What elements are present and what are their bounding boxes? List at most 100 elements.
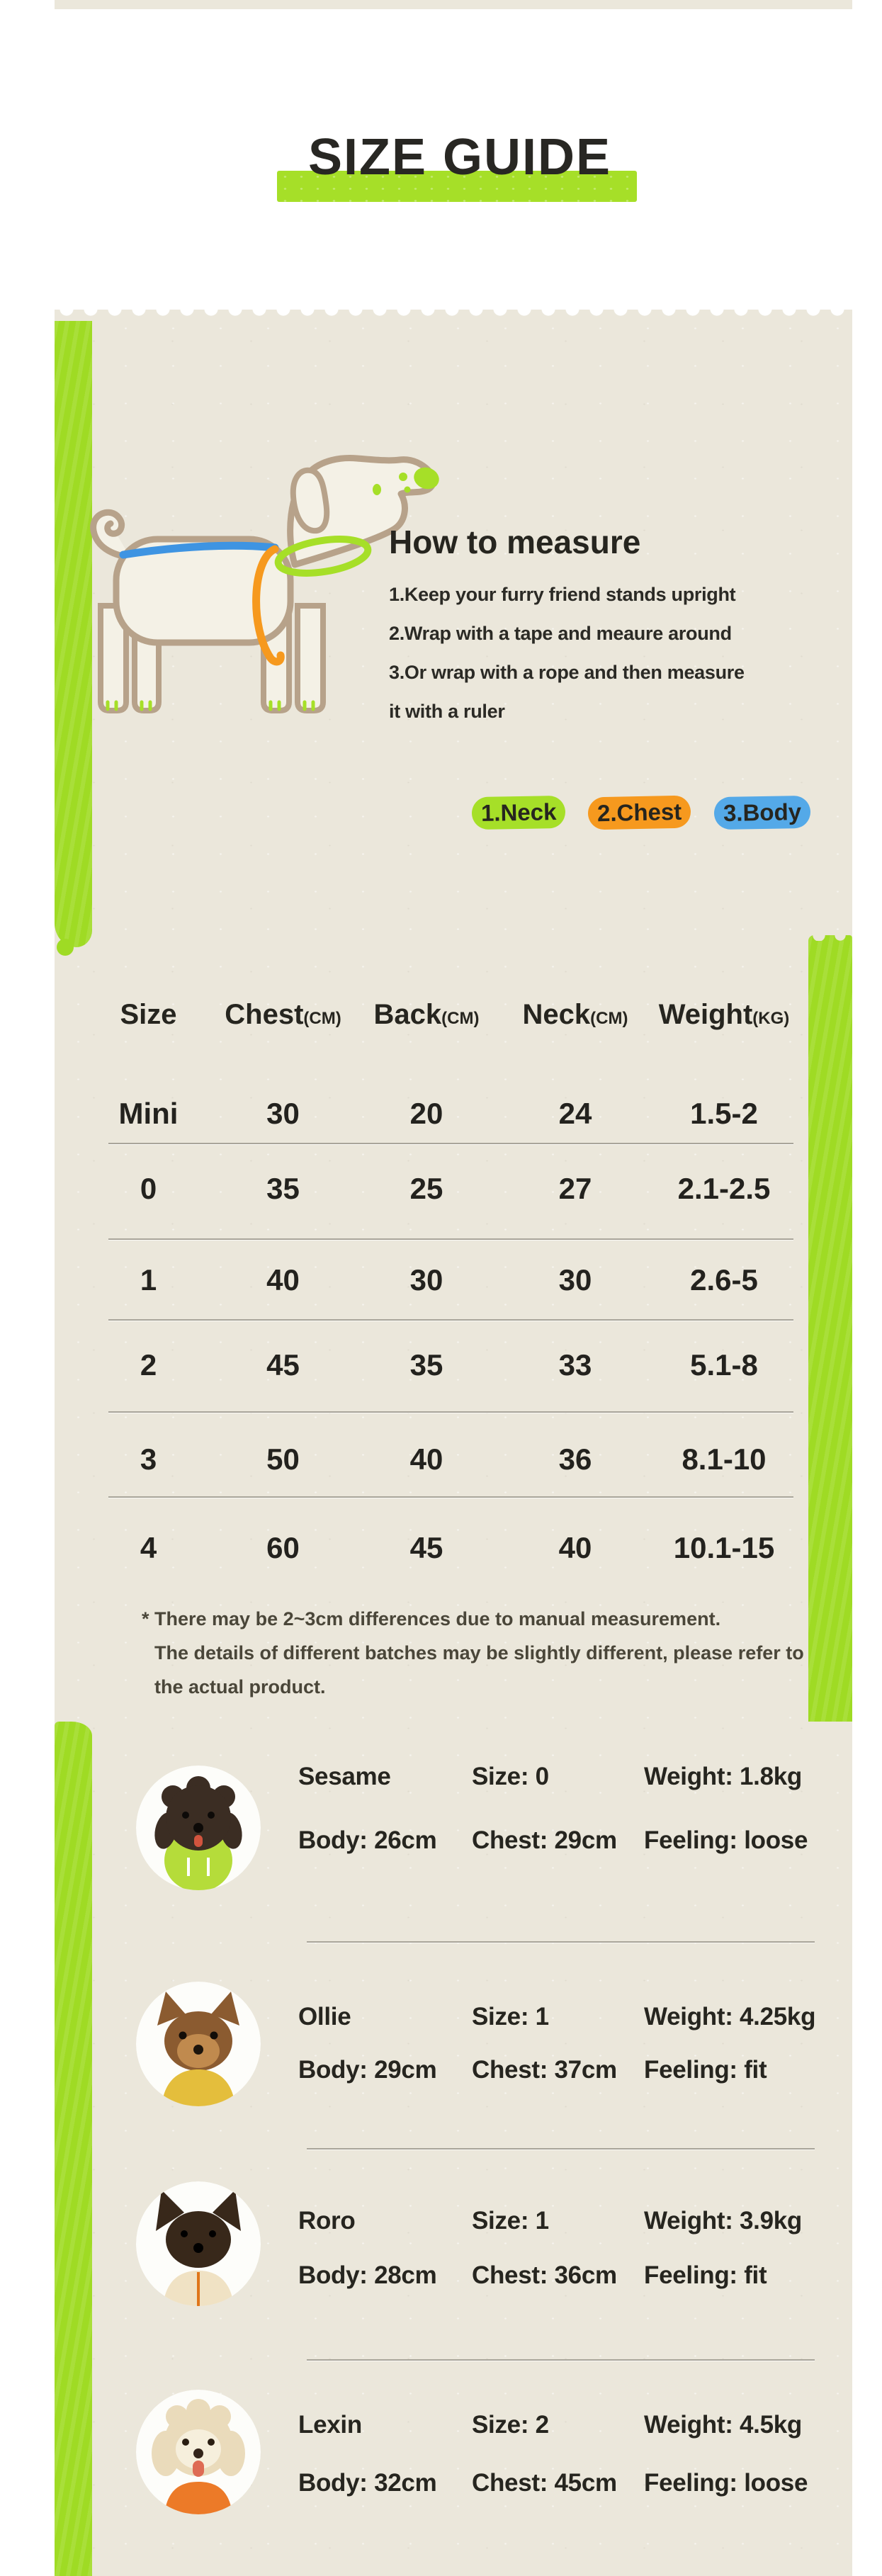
table-row: 3 50 40 36 8.1-10 [83,1439,798,1480]
table-cell: 40 [266,1263,300,1297]
table-cell: 33 [558,1348,592,1382]
table-separator [108,1143,793,1145]
how-to-measure-heading: How to measure [389,524,641,560]
dog-feeling: Feeling: loose [644,2469,808,2497]
how-to-measure-steps: 1.Keep your furry friend stands upright … [389,575,745,731]
green-accent-bar-left-bottom [55,1722,92,2576]
dog-feeling: Feeling: loose [644,1826,808,1854]
size-table-header-row: Size Chest(CM) Back(CM) Neck(CM) Weight(… [83,994,798,1035]
title-highlight-bar [277,171,637,202]
dog-avatar-sesame [136,1766,261,1890]
measure-step: 2.Wrap with a tape and meaure around [389,623,732,644]
table-row: 4 60 45 40 10.1-15 [83,1527,798,1569]
column-header: Back(CM) [373,998,480,1030]
legend-chest-label: 2.Chest [587,795,692,830]
note-line: the actual product. [154,1676,326,1697]
table-cell: 20 [409,1097,443,1130]
table-cell: 30 [409,1263,443,1297]
table-cell: 2 [140,1348,157,1382]
dog-chest: Chest: 29cm [472,1826,617,1854]
body-measure-line [119,541,279,559]
table-separator [108,1319,793,1321]
table-cell: 45 [266,1348,300,1382]
dog-size: Size: 2 [472,2411,549,2439]
dog-name: Lexin [298,2411,362,2439]
dog-entry-measure-row: Body: 28cm Chest: 36cm Feeling: fit [55,2256,852,2295]
column-header: Neck(CM) [522,998,628,1030]
dog-chest: Chest: 36cm [472,2261,617,2289]
table-cell: 0 [140,1172,157,1205]
dog-body: Body: 28cm [298,2261,437,2289]
entry-separator [307,2359,815,2361]
dog-body [113,536,294,646]
legend-neck-label: 1.Neck [471,795,566,830]
table-cell: 36 [558,1442,592,1476]
table-row: Mini 30 20 24 1.5-2 [83,1093,798,1134]
table-cell: 30 [558,1263,592,1297]
dog-eye [373,484,381,495]
dog-entry-name-row: Roro Size: 1 Weight: 3.9kg [55,2201,852,2241]
table-cell: 4 [140,1531,157,1564]
dog-feeling: Feeling: fit [644,2056,767,2084]
dog-body: Body: 29cm [298,2056,437,2084]
measurement-notes: * There may be 2~3cm differences due to … [142,1602,804,1704]
dog-tail [90,509,134,561]
dog-size: Size: 1 [472,2207,549,2235]
table-cell: 30 [266,1097,300,1130]
dog-name: Ollie [298,2003,351,2030]
table-cell: 45 [409,1531,443,1564]
dog-nose [414,467,439,490]
dog-size: Size: 1 [472,2003,549,2030]
dog-ear [290,467,330,534]
dog-size: Size: 0 [472,1763,549,1790]
table-cell: 35 [266,1172,300,1205]
column-header: Weight(KG) [658,998,790,1030]
table-cell: 40 [409,1442,443,1476]
dog-weight: Weight: 4.25kg [644,2003,816,2030]
dog-measurement-illustration-icon [90,455,439,713]
previous-section-edge [55,0,852,9]
table-cell: 2.1-2.5 [677,1172,771,1205]
table-cell: 50 [266,1442,300,1476]
measure-step: it with a ruler [389,701,505,722]
chest-measure-line [252,545,285,666]
table-separator [108,1496,793,1498]
neck-measure-line [274,536,372,577]
table-cell: 27 [558,1172,592,1205]
table-row: 2 45 35 33 5.1-8 [83,1345,798,1386]
dog-entry-name-row: Lexin Size: 2 Weight: 4.5kg [55,2405,852,2445]
dog-chest: Chest: 37cm [472,2056,617,2084]
measure-step: 3.Or wrap with a rope and then measure [389,662,745,683]
table-row: 0 35 25 27 2.1-2.5 [83,1168,798,1209]
table-cell: 35 [409,1348,443,1382]
table-cell: 24 [558,1097,592,1130]
size-guide-panel: How to measure 1.Keep your furry friend … [55,309,852,2576]
table-cell: 2.6-5 [690,1263,758,1297]
green-accent-bar-right [808,930,852,1722]
table-cell: 8.1-10 [682,1442,767,1476]
dog-face-marks [373,467,439,495]
page-title: SIZE GUIDE [307,129,612,186]
entry-separator [307,2148,815,2150]
dog-entry-name-row: Ollie Size: 1 Weight: 4.25kg [55,1997,852,2037]
column-header: Size [120,998,177,1030]
dog-toes [106,700,315,711]
dog-avatar-lexin [136,2390,261,2514]
dog-weight: Weight: 1.8kg [644,1763,802,1790]
table-cell: 25 [409,1172,443,1205]
dog-entry-measure-row: Body: 26cm Chest: 29cm Feeling: loose [55,1821,852,1860]
note-line: * There may be 2~3cm differences due to … [142,1608,721,1629]
measure-step: 1.Keep your furry friend stands upright [389,584,736,605]
dog-feeling: Feeling: fit [644,2261,767,2289]
table-row: 1 40 30 30 2.6-5 [83,1260,798,1301]
legend-body-label: 3.Body [713,795,811,830]
panel-scallop-edge [55,309,852,318]
column-header: Chest(CM) [225,998,341,1030]
table-cell: 10.1-15 [673,1531,775,1564]
entry-separator [307,1941,815,1943]
dog-body: Body: 32cm [298,2469,437,2497]
green-accent-bar-left-top [55,321,92,956]
dog-chest: Chest: 45cm [472,2469,617,2497]
table-cell: Mini [118,1097,179,1130]
